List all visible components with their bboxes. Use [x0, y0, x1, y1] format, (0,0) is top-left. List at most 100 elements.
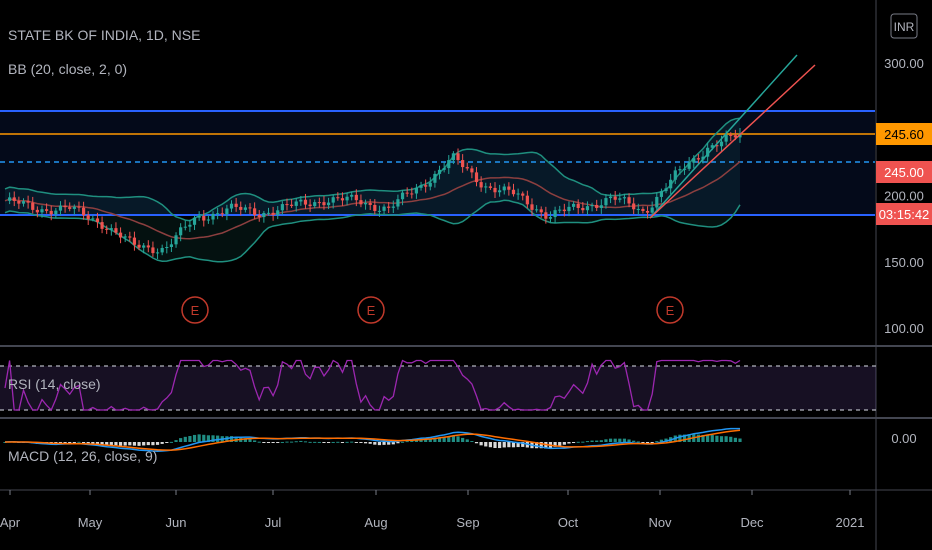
price-tag-current-text: 245.00 [884, 165, 924, 180]
candle [151, 247, 155, 254]
candle [100, 222, 104, 229]
macd-histogram-bar [192, 434, 197, 442]
macd-histogram-bar [294, 441, 298, 443]
macd-histogram-bar [345, 441, 349, 443]
candle [21, 201, 26, 204]
macd-histogram-bar [613, 438, 617, 442]
candle [345, 196, 349, 201]
macd-histogram-bar [516, 442, 520, 448]
macd-histogram-bar [650, 442, 654, 443]
symbol-title: STATE BK OF INDIA, 1D, NSE [8, 27, 200, 43]
macd-histogram-bar [326, 442, 331, 443]
macd-histogram-bar [428, 439, 432, 442]
candle [8, 197, 12, 201]
candle [382, 206, 386, 211]
candle [322, 202, 326, 206]
candle [669, 179, 673, 189]
price-axis-tick: 150.00 [884, 255, 924, 270]
macd-histogram-bar [447, 436, 451, 442]
macd-histogram-bar [456, 436, 460, 442]
macd-histogram-bar [317, 441, 321, 443]
rsi-label[interactable]: RSI (14, close) [8, 376, 101, 392]
candle [618, 198, 622, 200]
candle [128, 236, 132, 238]
candle [220, 213, 224, 215]
candle [239, 206, 243, 210]
candle [682, 168, 687, 170]
candle [368, 202, 372, 205]
macd-histogram-bar [183, 436, 187, 442]
candle [155, 252, 160, 254]
candle [202, 216, 206, 221]
candle [248, 207, 252, 209]
macd-histogram-bar [391, 442, 395, 445]
candles [8, 127, 742, 260]
candle [498, 190, 502, 193]
time-axis-label: Sep [456, 515, 479, 530]
candle [225, 208, 229, 215]
candle [45, 209, 49, 211]
macd-histogram-bar [608, 438, 613, 442]
macd-histogram-bar [539, 442, 543, 449]
macd-histogram-bar [68, 442, 72, 443]
candle [174, 235, 178, 245]
candle [659, 191, 664, 197]
earnings-marker-jun[interactable]: E [181, 296, 209, 324]
candle [719, 141, 724, 147]
candle [465, 167, 469, 169]
macd-label[interactable]: MACD (12, 26, close, 9) [8, 448, 157, 464]
candle [340, 198, 345, 201]
candle [664, 188, 668, 192]
macd-histogram-bar [400, 441, 405, 443]
candle [474, 172, 479, 183]
macd-histogram-bar [118, 442, 123, 446]
candle [535, 209, 539, 211]
candle [63, 205, 67, 208]
macd-histogram-bar [521, 442, 525, 447]
countdown-tag-text: 03:15:42 [879, 207, 930, 222]
macd-histogram-bar [81, 442, 86, 443]
trend-line-upper[interactable] [649, 54, 798, 219]
candle [590, 204, 594, 207]
candle [696, 158, 700, 160]
currency-box [890, 13, 918, 39]
macd-histogram-bar [595, 440, 599, 442]
macd-histogram-bar [188, 436, 192, 442]
earnings-marker-nov[interactable]: E [656, 296, 684, 324]
macd-histogram-bar [331, 441, 335, 443]
candle [253, 208, 257, 215]
candle [461, 160, 465, 168]
candle [86, 215, 90, 220]
price-tag-current: 245.00 [876, 161, 932, 183]
candle [160, 247, 164, 253]
currency-button[interactable]: INR [890, 13, 918, 39]
candle [35, 209, 39, 213]
macd-histogram-bar [571, 442, 576, 443]
candle [216, 213, 220, 215]
candle [118, 232, 123, 238]
candle [142, 245, 146, 248]
macd-histogram-bar [682, 434, 687, 442]
earnings-icon [357, 296, 385, 324]
candle [544, 212, 548, 219]
macd-histogram-bar [257, 441, 261, 443]
macd-histogram-bar [502, 442, 506, 448]
macd-histogram-bar [553, 442, 557, 447]
macd-histogram-bar [128, 442, 132, 446]
bb-upper-band [4, 117, 741, 222]
candle [81, 207, 86, 216]
macd-histogram-bar [262, 442, 266, 443]
candle [521, 193, 525, 196]
time-axis[interactable]: Apr May Jun Jul Aug Sep Oct Nov Dec 2021 [0, 490, 864, 530]
earnings-marker-aug[interactable]: E [357, 296, 385, 324]
macd-histogram-bar [414, 439, 419, 442]
candle [511, 189, 516, 195]
candle [414, 187, 419, 194]
candle [488, 186, 492, 188]
trend-line-lower[interactable] [649, 64, 816, 219]
candle [692, 158, 696, 163]
macd-histogram-bar [599, 440, 603, 442]
macd-histogram-bar [664, 438, 668, 442]
bb-indicator-label[interactable]: BB (20, close, 2, 0) [8, 61, 127, 77]
